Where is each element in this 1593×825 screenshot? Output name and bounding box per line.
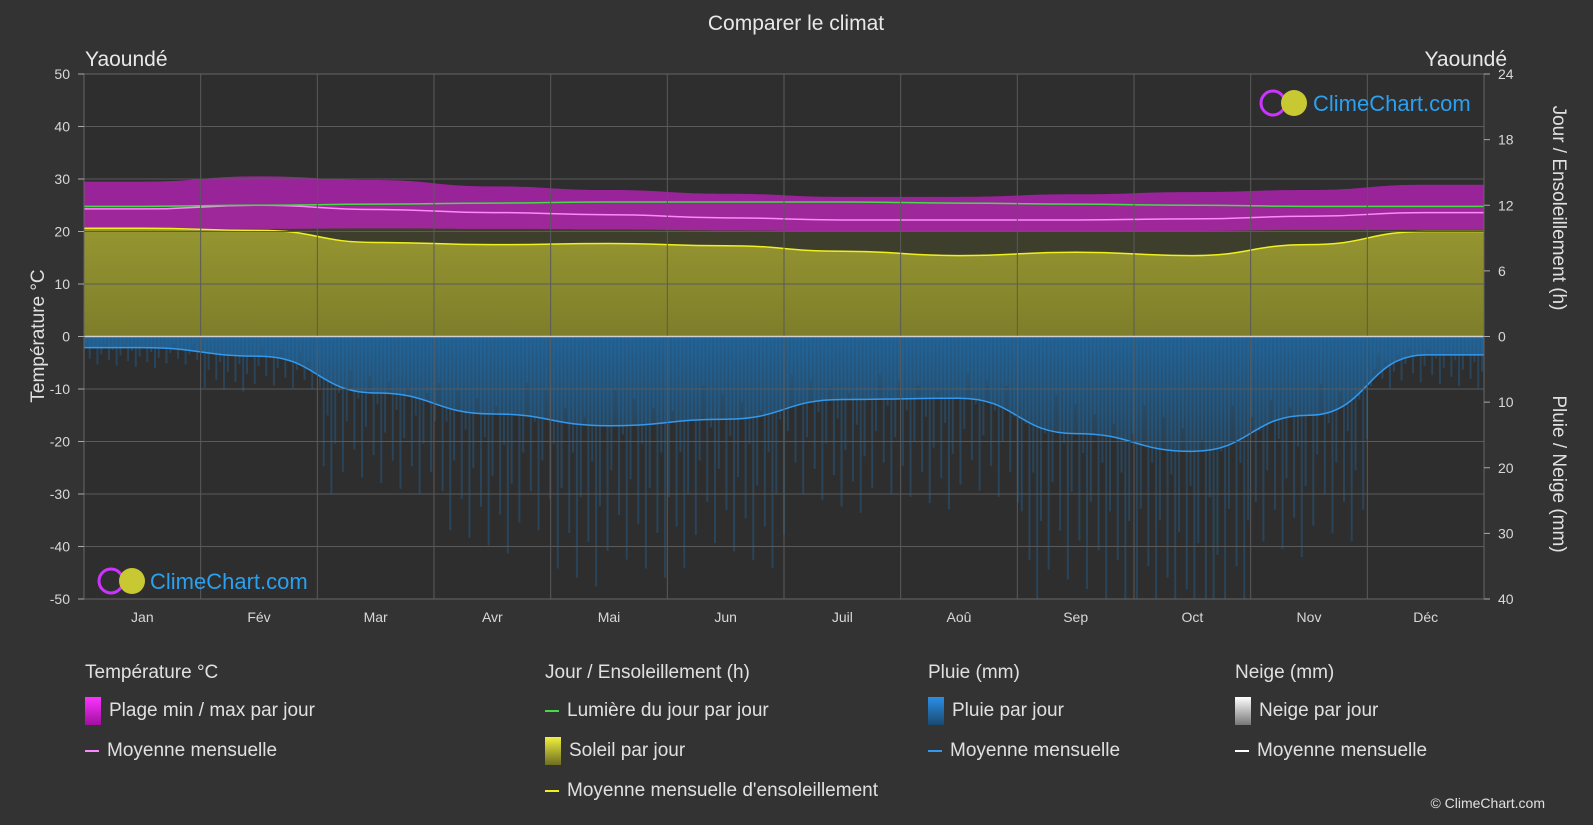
- legend-item: Moyenne mensuelle: [928, 732, 1120, 770]
- logo-sun-icon: [1281, 90, 1307, 116]
- axes: 50 40 30 20 10 0 -10 -20 -30 -40 -50 24 18 12 6 0 10 20 30…: [50, 66, 1514, 625]
- rain-mean-swatch: [928, 750, 942, 752]
- right-top-tick-label: 12: [1498, 197, 1514, 213]
- left-tick-label: -20: [50, 434, 70, 450]
- legend-sun: Jour / Ensoleillement (h) Lumière du jou…: [545, 662, 878, 810]
- chart-title: Comparer le climat: [708, 12, 884, 35]
- legend-item: Moyenne mensuelle: [1235, 732, 1427, 770]
- legend-item-label: Pluie par jour: [952, 700, 1064, 721]
- legend-snow-title: Neige (mm): [1235, 662, 1335, 683]
- right-bottom-tick-label: 10: [1498, 394, 1514, 410]
- legend-item: Soleil par jour: [545, 732, 878, 770]
- legend-item: Plage min / max par jour: [85, 692, 315, 730]
- watermark-logo-top: ClimeChart.com: [1259, 89, 1471, 117]
- right-bottom-tick-label: 30: [1498, 525, 1514, 541]
- left-tick-label: -30: [50, 486, 70, 502]
- snow-mean-swatch: [1235, 750, 1249, 752]
- left-tick-label: 20: [54, 224, 70, 240]
- legend-temperature: Température °C Plage min / max par jour …: [85, 662, 315, 770]
- right-axis-label-top: Jour / Ensoleillement (h): [1548, 106, 1569, 311]
- watermark-text-bottom: ClimeChart.com: [150, 569, 308, 594]
- legend-item-label: Moyenne mensuelle: [950, 740, 1121, 761]
- right-top-tick-label: 24: [1498, 66, 1514, 82]
- legend-item: Lumière du jour par jour: [545, 692, 878, 730]
- location-left: Yaoundé: [85, 48, 168, 71]
- legend-item: Pluie par jour: [928, 692, 1120, 730]
- sunshine-mean-line: [83, 227, 1484, 257]
- month-label: Mai: [598, 609, 621, 625]
- snow-swatch: [1235, 697, 1251, 725]
- logo-sun-icon: [119, 568, 145, 594]
- legend-item-label: Lumière du jour par jour: [567, 700, 769, 721]
- legend-rain: Pluie (mm) Pluie par jour Moyenne mensue…: [928, 662, 1120, 770]
- daylight-swatch: [545, 710, 559, 712]
- legend-item-label: Moyenne mensuelle: [1257, 740, 1428, 761]
- sunshine-swatch: [545, 737, 561, 765]
- temp-mean-swatch: [85, 750, 99, 752]
- legend-sun-title: Jour / Ensoleillement (h): [545, 662, 750, 683]
- left-tick-label: 40: [54, 119, 70, 135]
- month-label: Sep: [1063, 609, 1088, 625]
- left-tick-label: 30: [54, 171, 70, 187]
- rain-mean-line: [84, 346, 1484, 453]
- location-right: Yaoundé: [1424, 48, 1507, 71]
- legend-item-label: Plage min / max par jour: [109, 700, 315, 721]
- legend-item-label: Moyenne mensuelle: [107, 740, 278, 761]
- legend-rain-title: Pluie (mm): [928, 662, 1020, 683]
- legend-item: Neige par jour: [1235, 692, 1427, 730]
- left-axis-label: Température °C: [28, 269, 49, 402]
- rain-swatch: [928, 697, 944, 725]
- climate-chart: Comparer le climat Yaoundé Yaoundé 50 40 3…: [28, 12, 1569, 625]
- right-top-tick-label: 6: [1498, 263, 1506, 279]
- legend: Température °C Plage min / max par jour …: [0, 662, 1593, 802]
- legend-snow: Neige (mm) Neige par jour Moyenne mensue…: [1235, 662, 1427, 770]
- legend-temperature-title: Température °C: [85, 662, 219, 683]
- right-axis-label-bottom: Pluie / Neige (mm): [1548, 395, 1569, 552]
- month-label: Avr: [482, 609, 503, 625]
- legend-item: Moyenne mensuelle: [85, 732, 315, 770]
- month-label: Nov: [1297, 609, 1322, 625]
- month-label: Juil: [832, 609, 853, 625]
- legend-item-label: Soleil par jour: [569, 740, 686, 761]
- month-label: Déc: [1413, 609, 1438, 625]
- legend-item-label: Neige par jour: [1259, 700, 1379, 721]
- legend-item-label: Moyenne mensuelle d'ensoleillement: [567, 780, 878, 801]
- month-label: Mar: [364, 609, 388, 625]
- left-tick-label: 50: [54, 66, 70, 82]
- watermark-text-top: ClimeChart.com: [1313, 91, 1471, 116]
- left-tick-label: -10: [50, 381, 70, 397]
- month-label: Aoû: [947, 609, 972, 625]
- right-bottom-tick-label: 40: [1498, 591, 1514, 607]
- right-top-tick-label: 0: [1498, 329, 1506, 345]
- month-label: Jan: [131, 609, 154, 625]
- temp-band-swatch: [85, 697, 101, 725]
- month-label: Fév: [247, 609, 270, 625]
- left-tick-label: 0: [62, 329, 70, 345]
- legend-item: Moyenne mensuelle d'ensoleillement: [545, 772, 878, 810]
- copyright: © ClimeChart.com: [1430, 795, 1545, 811]
- left-tick-label: 10: [54, 276, 70, 292]
- month-label: Jun: [714, 609, 737, 625]
- left-tick-label: -40: [50, 539, 70, 555]
- sunshine-mean-swatch: [545, 790, 559, 792]
- watermark-logo-bottom: ClimeChart.com: [97, 567, 308, 595]
- left-tick-label: -50: [50, 591, 70, 607]
- right-bottom-tick-label: 20: [1498, 460, 1514, 476]
- right-top-tick-label: 18: [1498, 132, 1514, 148]
- month-label: Oct: [1181, 609, 1203, 625]
